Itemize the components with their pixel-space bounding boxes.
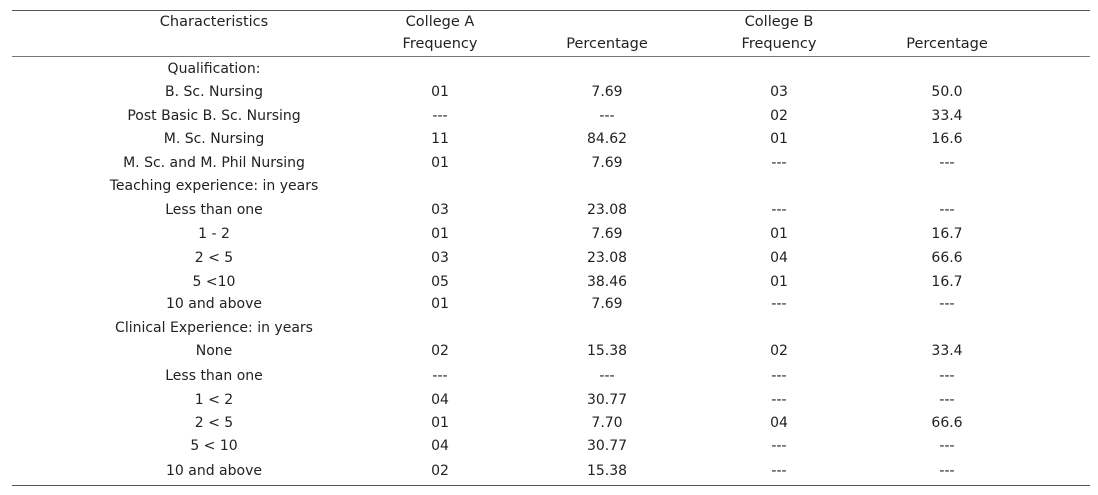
cell-percentage-a: 7.70 — [591, 415, 623, 431]
header-percentage-b: Percentage — [906, 36, 988, 52]
cell-percentage-a: 15.38 — [586, 343, 628, 359]
cell-frequency-b: --- — [771, 463, 787, 479]
cell-percentage-a: 7.69 — [591, 155, 623, 171]
cell-percentage-a: 23.08 — [586, 202, 628, 218]
cell-characteristic: 1 - 2 — [198, 226, 230, 242]
cell-characteristic: Teaching experience: in years — [109, 178, 319, 194]
cell-characteristic: 5 < 10 — [190, 438, 238, 454]
cell-frequency-a: 01 — [431, 226, 449, 242]
cell-percentage-a: 7.69 — [591, 84, 623, 100]
cell-characteristic: Qualification: — [167, 61, 261, 77]
cell-percentage-b: --- — [939, 155, 955, 171]
cell-frequency-a: 03 — [431, 250, 449, 266]
cell-percentage-a: 38.46 — [586, 274, 628, 290]
cell-percentage-a: 30.77 — [586, 392, 628, 408]
cell-percentage-b: --- — [939, 438, 955, 454]
cell-percentage-b: 33.4 — [931, 343, 963, 359]
cell-characteristic: 2 < 5 — [194, 415, 234, 431]
cell-frequency-a: 03 — [431, 202, 449, 218]
header-college-a: College A — [405, 14, 475, 30]
cell-percentage-a: 23.08 — [586, 250, 628, 266]
cell-frequency-a: 01 — [431, 155, 449, 171]
cell-frequency-a: 05 — [431, 274, 449, 290]
cell-frequency-a: 04 — [431, 438, 449, 454]
cell-frequency-b: 02 — [770, 108, 788, 124]
cell-characteristic: 1 < 2 — [194, 392, 234, 408]
cell-percentage-a: 7.69 — [591, 226, 623, 242]
cell-characteristic: Clinical Experience: in years — [115, 320, 313, 336]
header-college-b: College B — [744, 14, 814, 30]
cell-characteristic: None — [195, 343, 233, 359]
cell-percentage-b: 33.4 — [931, 108, 963, 124]
cell-characteristic: 2 < 5 — [194, 250, 234, 266]
cell-frequency-a: 01 — [431, 296, 449, 312]
header-frequency-b: Frequency — [741, 36, 817, 52]
header-percentage-a: Percentage — [566, 36, 648, 52]
cell-percentage-a: 84.62 — [586, 131, 628, 147]
cell-percentage-a: --- — [599, 368, 615, 384]
cell-frequency-a: --- — [432, 368, 448, 384]
cell-percentage-b: --- — [939, 368, 955, 384]
cell-percentage-a: 30.77 — [586, 438, 628, 454]
cell-characteristic: M. Sc. and M. Phil Nursing — [123, 155, 305, 171]
cell-frequency-a: 11 — [431, 131, 449, 147]
cell-frequency-b: --- — [771, 368, 787, 384]
cell-percentage-b: 66.6 — [931, 415, 963, 431]
cell-characteristic: 10 and above — [166, 296, 262, 312]
cell-characteristic: 10 and above — [166, 463, 262, 479]
cell-percentage-a: 7.69 — [591, 296, 623, 312]
cell-frequency-a: 01 — [431, 415, 449, 431]
table-top-rule — [12, 10, 1090, 11]
cell-percentage-a: --- — [599, 108, 615, 124]
cell-percentage-b: --- — [939, 392, 955, 408]
cell-percentage-b: 50.0 — [931, 84, 963, 100]
cell-percentage-b: 16.7 — [931, 274, 963, 290]
cell-percentage-b: 16.6 — [931, 131, 963, 147]
cell-frequency-b: --- — [771, 202, 787, 218]
cell-frequency-b: --- — [771, 155, 787, 171]
cell-frequency-a: 02 — [431, 463, 449, 479]
cell-frequency-b: 04 — [770, 415, 788, 431]
cell-characteristic: B. Sc. Nursing — [164, 84, 264, 100]
header-frequency-a: Frequency — [402, 36, 478, 52]
cell-characteristic: Less than one — [165, 368, 263, 384]
cell-frequency-b: 01 — [770, 274, 788, 290]
cell-frequency-b: --- — [771, 438, 787, 454]
cell-frequency-a: 02 — [431, 343, 449, 359]
cell-percentage-b: --- — [939, 296, 955, 312]
cell-characteristic: M. Sc. Nursing — [163, 131, 265, 147]
cell-frequency-b: 04 — [770, 250, 788, 266]
header-characteristics: Characteristics — [159, 14, 269, 30]
cell-percentage-b: --- — [939, 463, 955, 479]
cell-percentage-b: 16.7 — [931, 226, 963, 242]
cell-frequency-b: 01 — [770, 226, 788, 242]
cell-frequency-b: 01 — [770, 131, 788, 147]
cell-frequency-b: 02 — [770, 343, 788, 359]
cell-frequency-a: 04 — [431, 392, 449, 408]
cell-characteristic: Post Basic B. Sc. Nursing — [127, 108, 301, 124]
cell-frequency-b: --- — [771, 392, 787, 408]
cell-frequency-a: 01 — [431, 84, 449, 100]
cell-percentage-b: 66.6 — [931, 250, 963, 266]
cell-characteristic: 5 <10 — [192, 274, 236, 290]
cell-percentage-a: 15.38 — [586, 463, 628, 479]
cell-characteristic: Less than one — [165, 202, 263, 218]
cell-frequency-b: 03 — [770, 84, 788, 100]
cell-frequency-b: --- — [771, 296, 787, 312]
cell-percentage-b: --- — [939, 202, 955, 218]
header-rule — [12, 56, 1090, 57]
cell-frequency-a: --- — [432, 108, 448, 124]
table-bottom-rule — [12, 485, 1090, 486]
